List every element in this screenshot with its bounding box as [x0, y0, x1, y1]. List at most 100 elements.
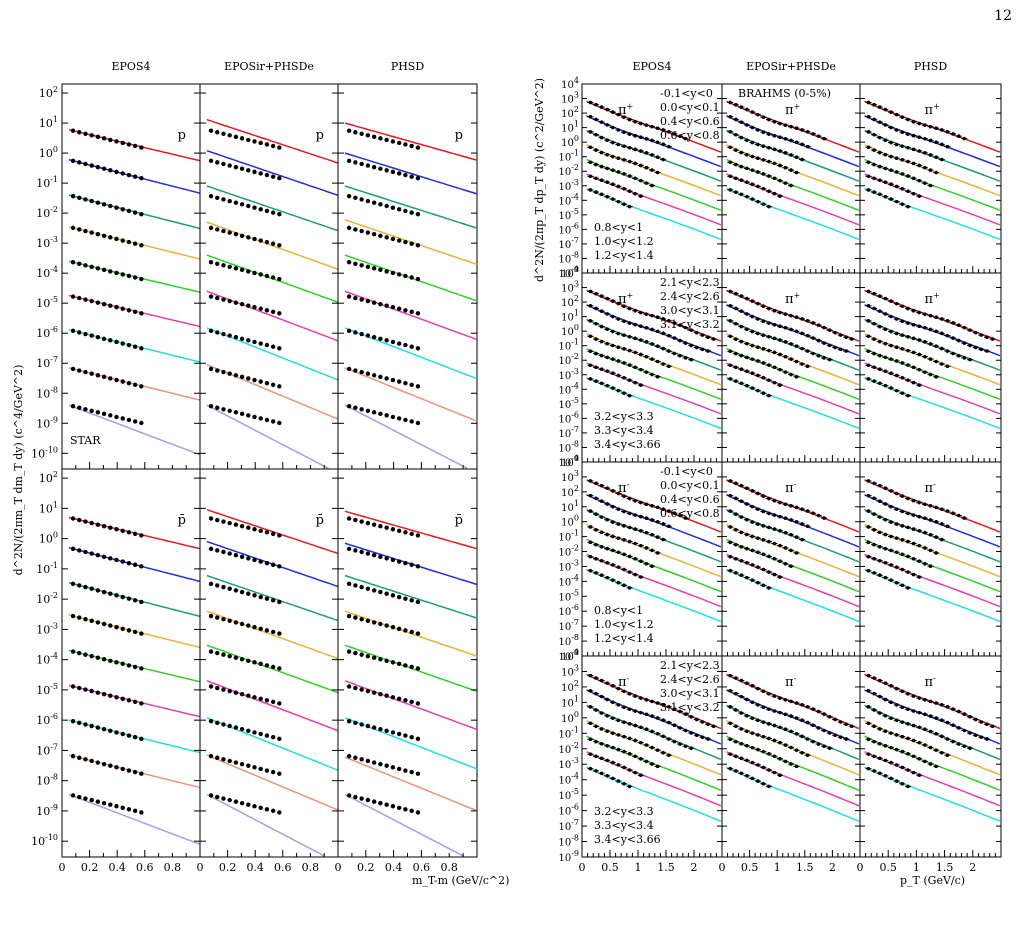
data-point — [415, 599, 421, 605]
data-point — [264, 560, 270, 566]
data-point — [108, 591, 113, 596]
data-point — [89, 198, 94, 204]
page-number: 12 — [994, 8, 1012, 24]
data-point — [139, 533, 144, 538]
data-point — [89, 371, 94, 376]
data-point — [371, 522, 377, 527]
data-point — [258, 731, 263, 737]
data-point — [108, 376, 113, 381]
data-point — [95, 410, 101, 415]
column-title: EPOS4 — [633, 60, 672, 73]
model-curve — [206, 404, 329, 469]
y-tick-label: 10-4 — [36, 265, 58, 280]
data-point — [101, 727, 107, 732]
data-point — [353, 405, 358, 410]
data-point — [83, 584, 88, 590]
data-point — [346, 684, 352, 689]
data-point — [77, 130, 82, 135]
data-point — [83, 228, 88, 234]
data-point — [252, 730, 257, 735]
data-point — [359, 617, 364, 622]
data-point — [409, 562, 414, 567]
y-tick-label: 100 — [561, 514, 579, 529]
rapidity-label: 0.0<y<0.1 — [660, 101, 720, 114]
data-point — [371, 164, 377, 170]
data-point — [101, 233, 107, 238]
data-point — [215, 330, 220, 335]
y-axis-label: d^2N/(2πp_T dp_T dy) (c^2/GeV^2) — [533, 78, 546, 282]
data-point — [89, 618, 94, 624]
y-tick-label: 10-8 — [36, 773, 58, 788]
data-point — [252, 169, 257, 175]
y-tick-label: 103 — [561, 469, 579, 484]
data-point — [215, 368, 220, 373]
data-point — [83, 652, 88, 657]
model-curve — [864, 187, 1001, 241]
y-tick-label: 10-1 — [558, 338, 579, 353]
data-point — [114, 305, 119, 310]
data-point — [227, 133, 232, 138]
model-curve — [586, 751, 722, 807]
rapidity-label: 3.1<y<3.2 — [660, 318, 720, 331]
data-point — [114, 339, 119, 345]
data-point — [95, 232, 101, 237]
data-point — [390, 139, 396, 144]
y-tick-label: 10-9 — [558, 849, 579, 864]
data-point — [353, 615, 358, 620]
particle-label: π+ — [925, 291, 940, 307]
data-point — [132, 143, 138, 149]
data-point — [101, 136, 107, 141]
data-point — [378, 202, 383, 207]
rapidity-label: 3.3<y<3.4 — [594, 819, 654, 832]
y-tick-label: 10-3 — [36, 235, 58, 250]
data-point — [246, 168, 251, 173]
data-point — [415, 533, 421, 538]
data-point — [258, 416, 263, 421]
particle-label: p — [455, 128, 463, 143]
data-point — [108, 269, 113, 274]
model-curve — [864, 766, 1001, 822]
data-point — [139, 346, 144, 351]
data-point — [132, 309, 138, 314]
data-point — [371, 552, 377, 558]
data-point — [233, 799, 239, 804]
y-tick-label: 101 — [39, 115, 58, 130]
data-point — [227, 653, 232, 659]
data-point — [126, 208, 132, 214]
data-point — [126, 698, 132, 703]
data-point — [258, 379, 263, 384]
data-point — [227, 163, 232, 168]
data-point — [409, 734, 414, 740]
data-point — [277, 631, 282, 636]
data-point — [384, 168, 389, 173]
x-tick-label: 0 — [579, 861, 586, 874]
data-point — [258, 696, 263, 702]
data-point — [415, 666, 421, 671]
data-point — [415, 145, 421, 150]
data-point — [70, 684, 76, 689]
data-point — [346, 328, 352, 334]
data-point — [415, 176, 421, 181]
data-point — [409, 382, 414, 387]
model-curve — [864, 494, 1001, 548]
data-point — [246, 728, 251, 733]
data-point — [120, 238, 125, 243]
data-point — [353, 650, 358, 656]
data-point — [378, 301, 383, 307]
data-point — [390, 730, 396, 735]
y-tick-label: 101 — [561, 694, 579, 709]
panel: π- — [859, 461, 1002, 657]
data-point — [384, 413, 389, 418]
x-axis-label: m_T-m (GeV/c^2) — [412, 874, 509, 887]
data-point — [415, 384, 421, 389]
data-point — [270, 598, 276, 603]
data-point — [390, 804, 396, 809]
rapidity-label: 3.2<y<3.3 — [594, 805, 654, 818]
data-point — [365, 264, 371, 270]
data-point — [215, 794, 220, 800]
data-point — [215, 615, 220, 620]
data-point — [239, 727, 245, 732]
data-point — [390, 527, 396, 532]
data-point — [89, 586, 94, 591]
y-tick-label: 10-3 — [36, 621, 58, 636]
